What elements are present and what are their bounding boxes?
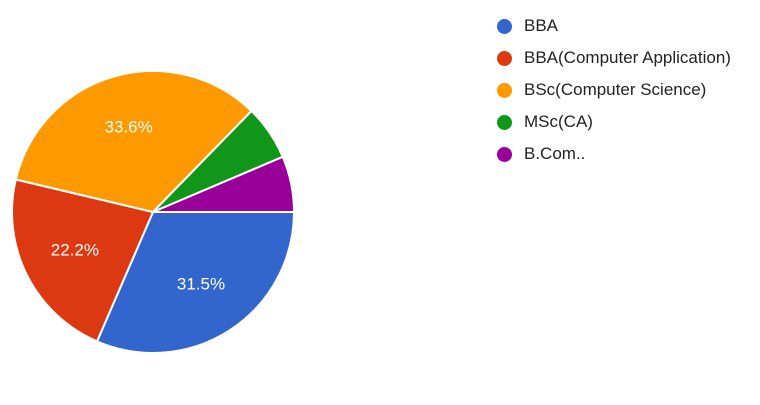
legend-item-bba[interactable]: BBA — [497, 10, 731, 42]
legend-label: BBA(Computer Application) — [524, 48, 731, 67]
data-label-bba: 31.5% — [177, 275, 225, 294]
legend-item-bsc-computer-science[interactable]: BSc(Computer Science) — [497, 74, 731, 106]
legend-label: BSc(Computer Science) — [524, 80, 707, 99]
legend-label: MSc(CA) — [524, 112, 593, 131]
pie-slices — [11, 70, 296, 354]
legend-swatch — [497, 146, 512, 162]
legend-item-bcom[interactable]: B.Com.. — [497, 138, 731, 170]
pie-slice-labels: 31.5% 22.2% 33.6% — [51, 118, 225, 294]
pie-slice-bsc-computer-science[interactable] — [14, 70, 253, 214]
legend-item-bba-computer-application[interactable]: BBA(Computer Application) — [497, 42, 731, 74]
pie-slice-bba-computer-application[interactable] — [11, 178, 155, 343]
chart-legend: BBA BBA(Computer Application) BSc(Comput… — [497, 10, 731, 170]
pie-slice-bba[interactable] — [95, 211, 296, 354]
legend-label: B.Com.. — [524, 144, 586, 163]
legend-swatch — [497, 18, 512, 34]
legend-swatch — [497, 82, 512, 98]
data-label-bsc-computer-science: 33.6% — [104, 118, 152, 137]
pie-chart: 31.5% 22.2% 33.6% — [11, 70, 296, 354]
data-label-bba-computer-application: 22.2% — [51, 241, 99, 260]
legend-swatch — [497, 114, 512, 130]
legend-label: BBA — [524, 16, 559, 35]
legend-item-msc-ca[interactable]: MSc(CA) — [497, 106, 731, 138]
pie-slice-bcom[interactable] — [152, 155, 296, 213]
legend-swatch — [497, 50, 512, 66]
